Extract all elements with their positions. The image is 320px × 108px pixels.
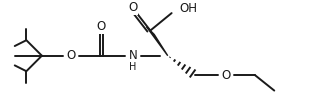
Text: O: O — [66, 49, 76, 62]
Text: O: O — [221, 69, 230, 82]
Text: O: O — [128, 1, 138, 14]
Polygon shape — [147, 27, 168, 56]
Text: O: O — [97, 20, 106, 33]
Text: N: N — [129, 49, 137, 62]
Text: H: H — [129, 62, 137, 72]
Text: OH: OH — [180, 2, 197, 15]
